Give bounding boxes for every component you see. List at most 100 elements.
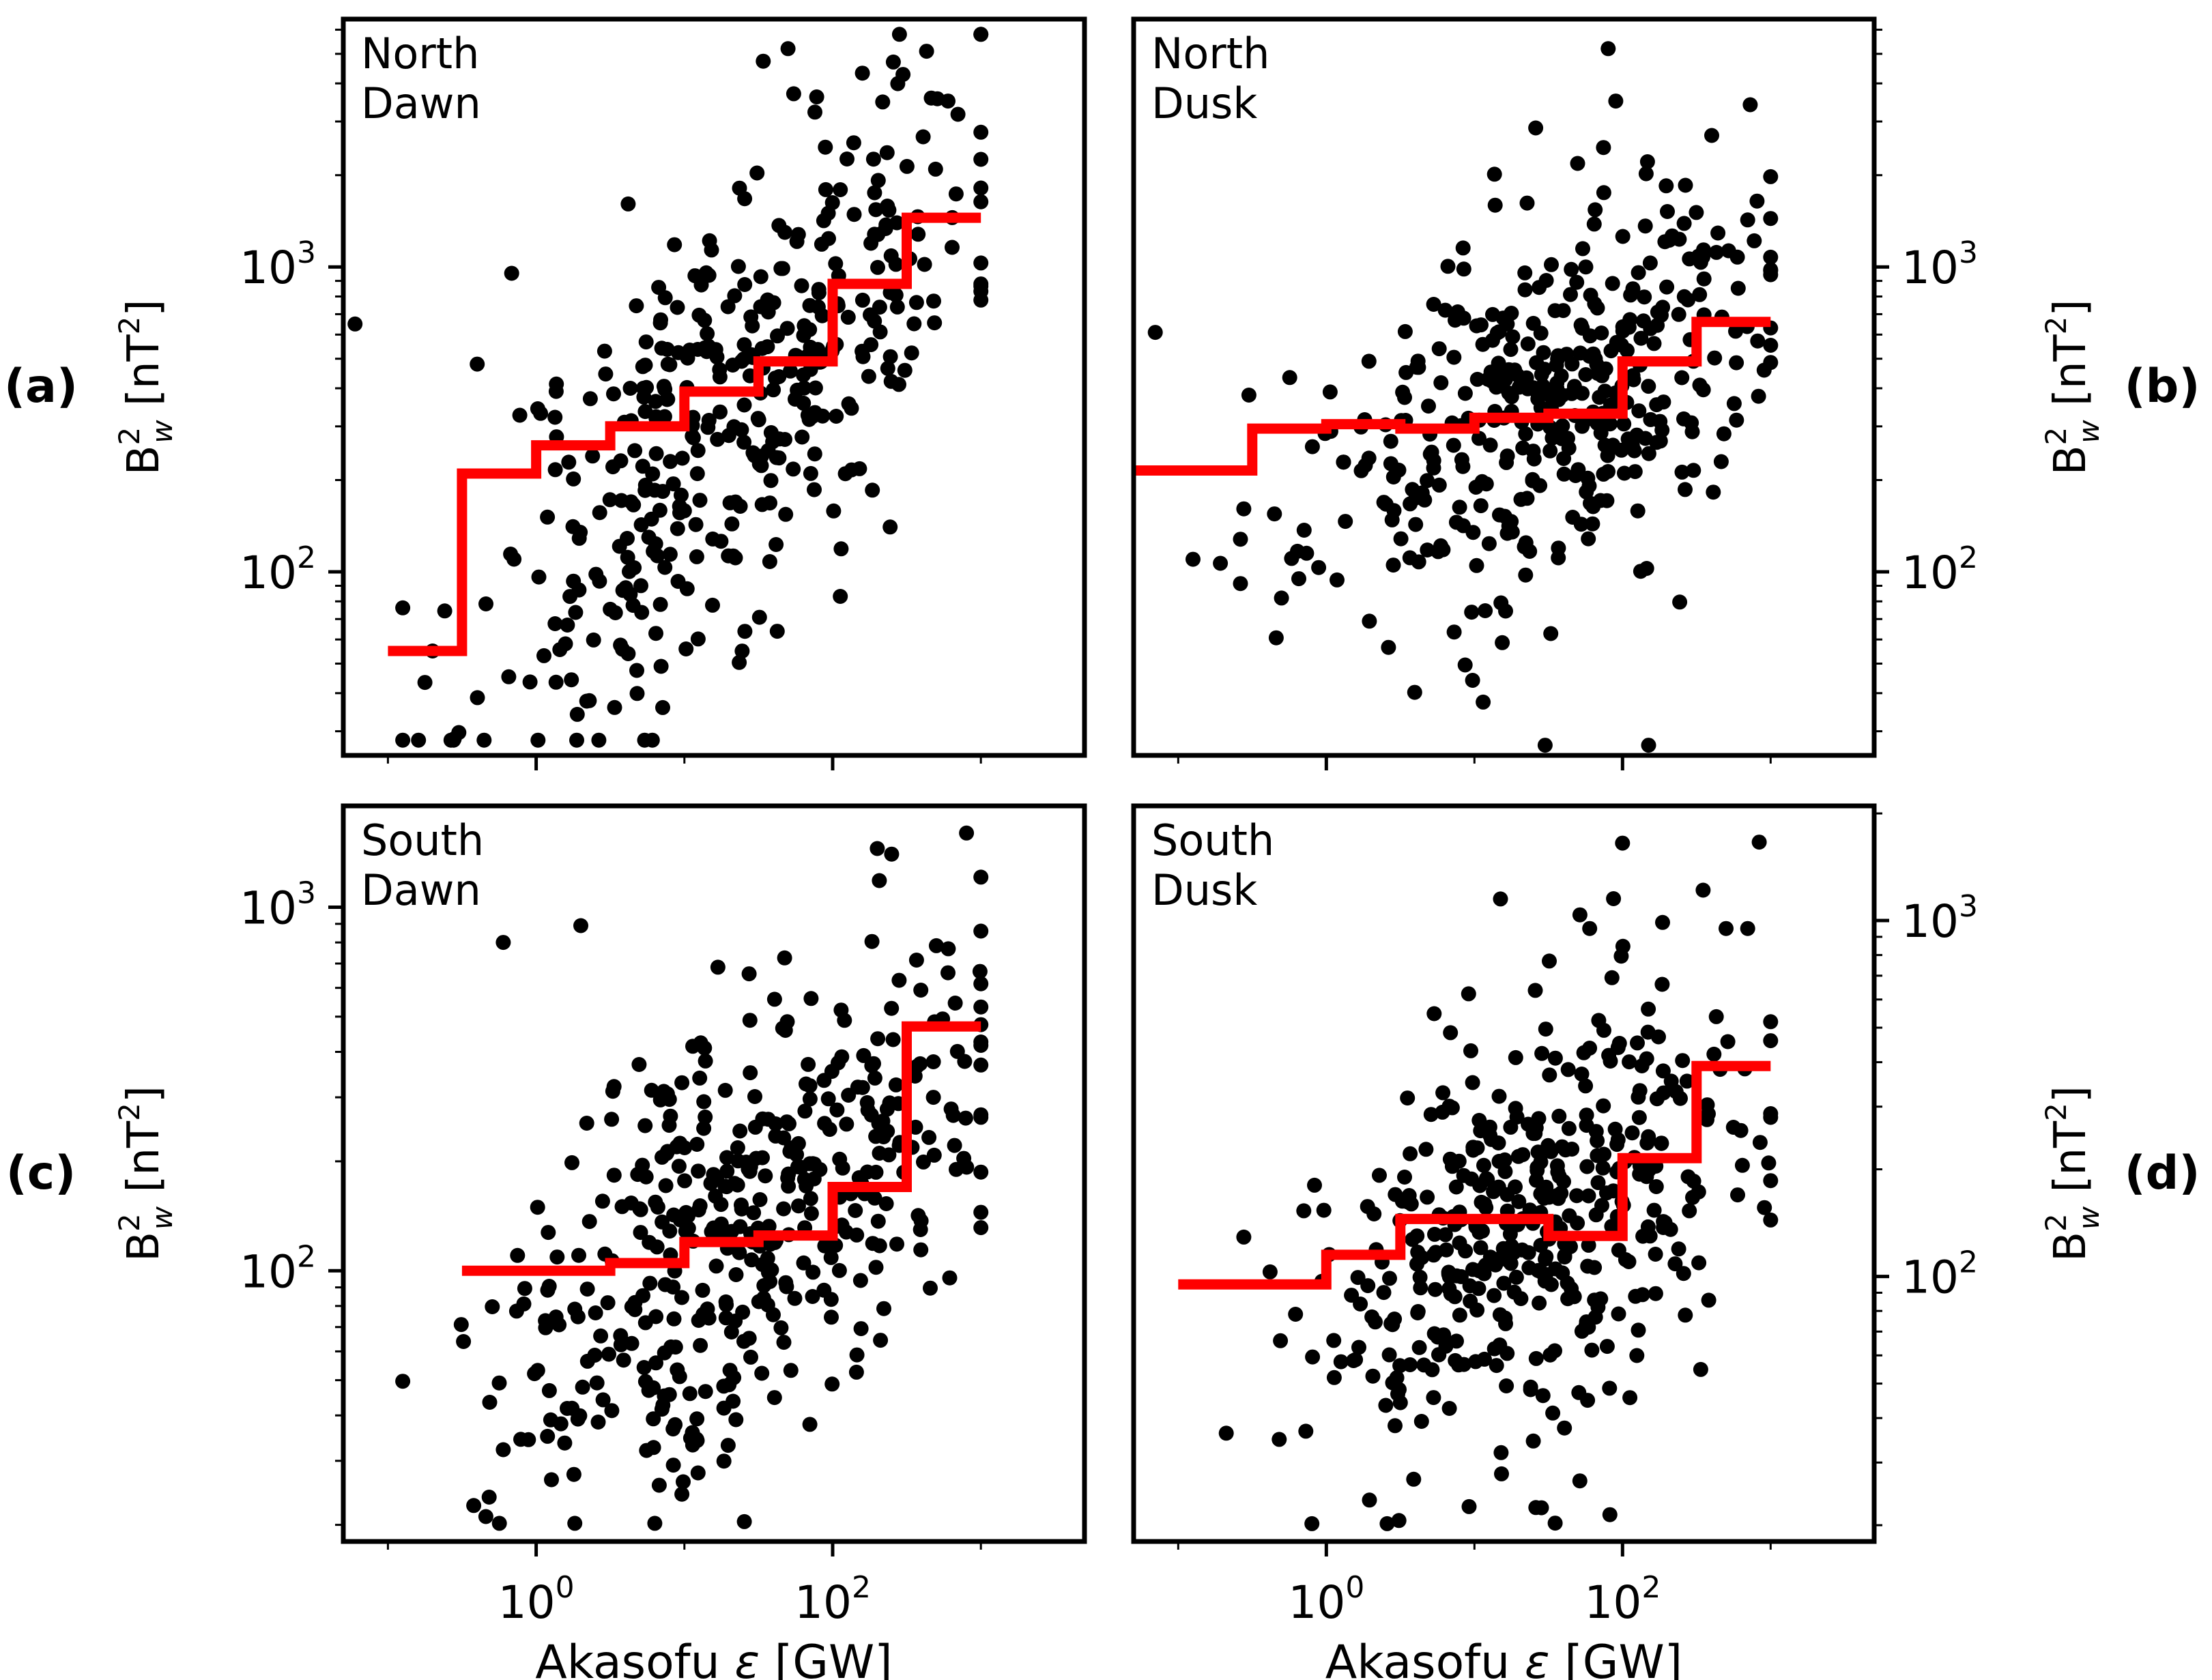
y-label-main: B <box>119 445 169 475</box>
data-point <box>1473 1240 1489 1256</box>
tick-base: 10 <box>498 1576 556 1629</box>
data-point <box>1508 1101 1523 1116</box>
data-point <box>807 380 823 396</box>
data-point <box>1398 364 1414 380</box>
data-point <box>746 1205 762 1221</box>
data-point <box>885 54 901 70</box>
data-point <box>760 304 776 320</box>
y-label-unit-open: [nT <box>2045 1120 2096 1206</box>
data-point <box>777 225 792 240</box>
data-point <box>395 732 411 748</box>
data-point <box>566 471 581 487</box>
data-point <box>676 1474 691 1490</box>
data-point <box>973 1034 989 1049</box>
data-point <box>1452 499 1467 515</box>
data-point <box>1584 1342 1600 1358</box>
data-point <box>1676 1266 1691 1281</box>
data-point <box>753 269 769 285</box>
data-point <box>1598 1185 1614 1201</box>
data-point <box>674 1486 690 1502</box>
data-point <box>1299 545 1315 561</box>
data-point <box>1361 353 1377 369</box>
data-point <box>799 1076 814 1092</box>
data-point <box>689 466 705 482</box>
data-point <box>657 290 673 306</box>
data-point <box>1410 353 1426 369</box>
data-point <box>848 1203 863 1218</box>
data-point <box>838 1224 854 1240</box>
data-point <box>1615 835 1631 851</box>
x-tick-label: 100 <box>498 1570 575 1629</box>
data-point <box>395 600 411 615</box>
data-point <box>867 185 882 201</box>
data-point <box>882 519 898 535</box>
data-point <box>1525 444 1541 459</box>
data-point <box>973 276 989 292</box>
data-point <box>797 1103 813 1119</box>
data-point <box>662 547 678 562</box>
data-point <box>1581 1237 1596 1253</box>
data-point <box>575 1379 590 1395</box>
data-point <box>940 93 956 109</box>
data-point <box>1438 1338 1454 1354</box>
data-point <box>754 448 769 464</box>
data-point <box>666 1311 682 1327</box>
data-point <box>812 1161 828 1177</box>
data-point <box>706 1167 721 1183</box>
data-point <box>853 1321 869 1337</box>
data-point <box>1641 379 1656 394</box>
data-point <box>564 672 579 688</box>
data-point <box>1570 156 1585 171</box>
data-point <box>725 358 741 373</box>
data-point <box>727 288 743 304</box>
data-point <box>691 1163 706 1179</box>
data-point <box>1641 446 1656 461</box>
data-point <box>1649 397 1665 413</box>
panel-title-line: North <box>1151 29 1269 78</box>
data-point <box>1634 1058 1650 1073</box>
data-point <box>1639 1135 1655 1151</box>
data-point <box>762 554 777 569</box>
data-point <box>1534 1045 1550 1061</box>
data-point <box>883 248 899 263</box>
data-point <box>1551 1191 1566 1206</box>
data-point <box>1685 1189 1700 1205</box>
data-point <box>973 1107 989 1123</box>
data-point <box>708 1258 724 1274</box>
x-label-prefix: Akasofu <box>535 1636 734 1680</box>
data-point <box>680 1208 695 1223</box>
data-point <box>501 669 517 684</box>
data-point <box>665 1458 681 1473</box>
data-point <box>1391 463 1407 478</box>
data-point <box>769 537 784 552</box>
data-point <box>824 195 840 210</box>
data-point <box>677 1140 692 1155</box>
data-point <box>547 616 563 631</box>
data-point <box>1511 1193 1527 1209</box>
data-point <box>878 217 894 233</box>
data-point <box>1533 325 1549 341</box>
data-point <box>645 466 661 482</box>
data-point <box>561 454 577 470</box>
data-point <box>846 135 861 151</box>
data-point <box>1600 448 1615 463</box>
data-point <box>1611 1306 1626 1322</box>
data-point <box>1488 364 1504 379</box>
data-point <box>1360 1278 1376 1294</box>
y-tick-label: 102 <box>240 540 316 599</box>
data-point <box>1495 635 1510 650</box>
data-point <box>751 609 767 625</box>
data-point <box>736 351 751 367</box>
data-point <box>1639 154 1655 169</box>
data-point <box>1538 1022 1553 1037</box>
data-point <box>573 918 588 933</box>
data-point <box>1550 1164 1566 1180</box>
data-point <box>777 432 792 447</box>
tick-exponent: 3 <box>297 235 316 270</box>
data-point <box>743 1159 758 1174</box>
data-point <box>1528 1120 1544 1135</box>
data-point <box>865 1236 880 1251</box>
data-point <box>1326 1333 1342 1348</box>
data-point <box>710 959 726 975</box>
